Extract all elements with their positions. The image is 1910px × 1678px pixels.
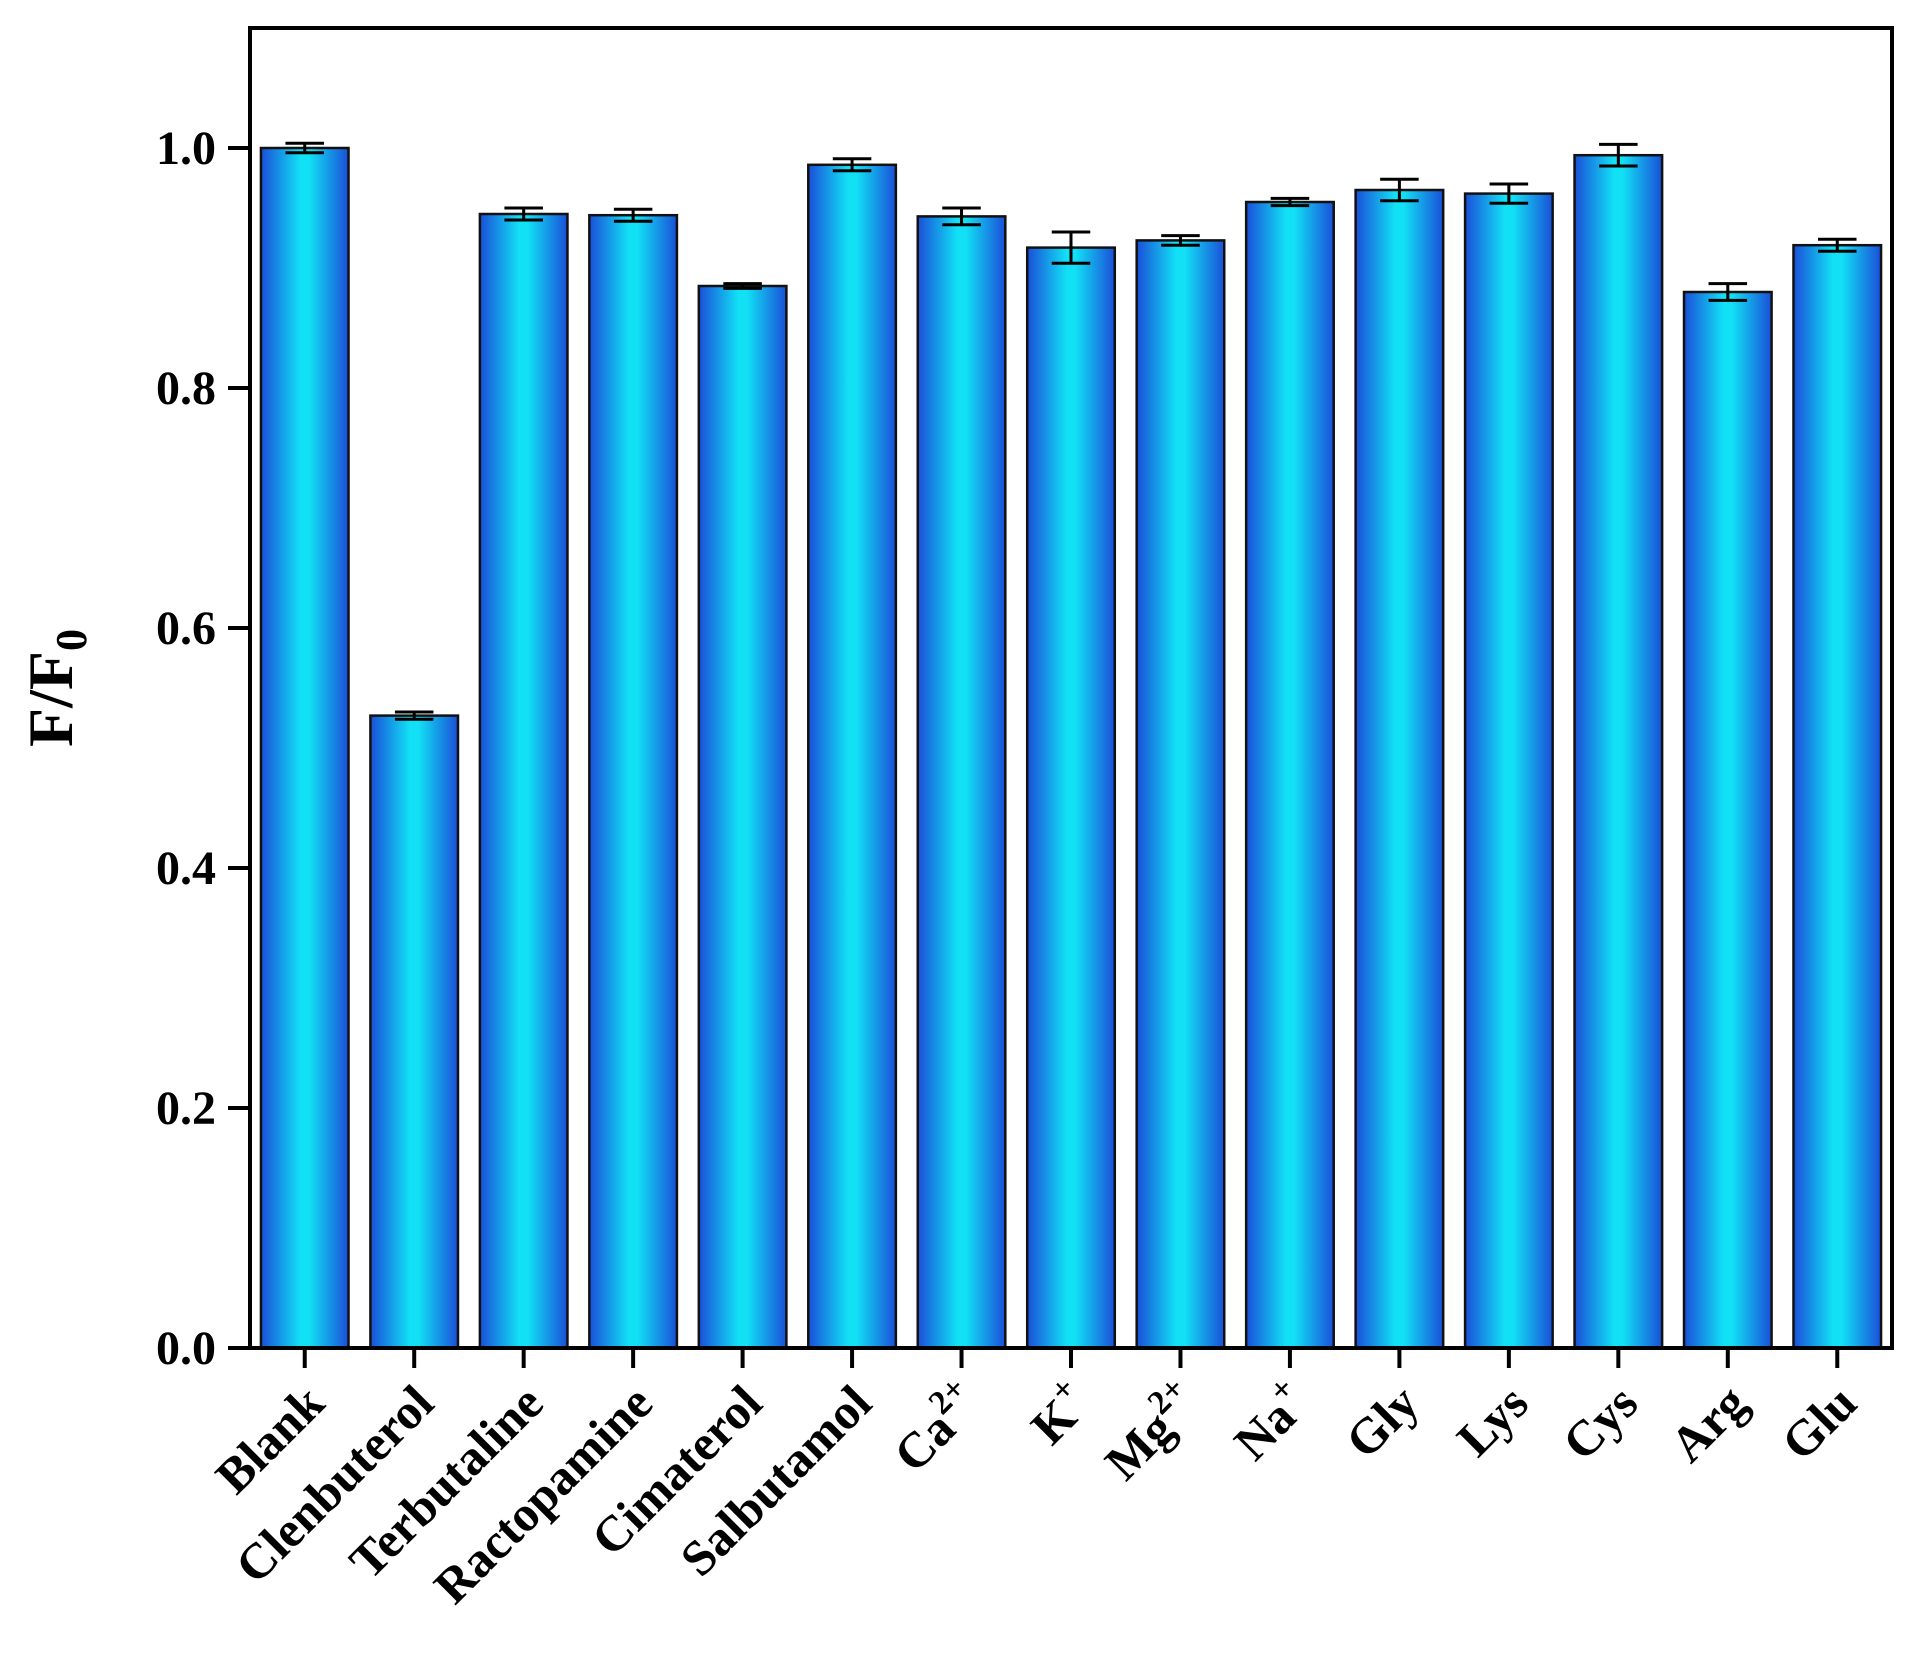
bar <box>1682 290 1773 1350</box>
y-tick-label: 0.4 <box>156 842 216 895</box>
x-tick-label-text: Lys <box>1446 1374 1539 1467</box>
y-axis-title: F/F0 <box>15 629 96 747</box>
x-tick-label: Ca2+ <box>879 1370 992 1483</box>
x-tick-label: Gly <box>1335 1374 1430 1469</box>
x-tick-label: Lys <box>1446 1374 1539 1467</box>
bar <box>1354 188 1445 1350</box>
bar <box>478 212 569 1350</box>
x-tick-label: Mg2+ <box>1090 1370 1211 1491</box>
bars-layer <box>259 146 1883 1350</box>
x-tick-label: Na+ <box>1219 1370 1320 1471</box>
bar <box>1792 243 1883 1350</box>
error-bars-layer <box>285 141 1857 721</box>
bar <box>1463 192 1554 1350</box>
x-tick-label: Cys <box>1552 1374 1649 1471</box>
y-axis-title-main: F/F <box>15 651 86 747</box>
bar <box>916 215 1007 1350</box>
x-tick-label: K+ <box>1016 1370 1101 1455</box>
y-tick-label: 1.0 <box>156 122 216 175</box>
x-tick-label-text: Glu <box>1770 1374 1867 1471</box>
x-tick-label-text: Gly <box>1335 1374 1430 1469</box>
y-tick-label: 0.6 <box>156 602 216 655</box>
bar <box>588 213 679 1350</box>
y-axis-title-subscript: 0 <box>47 629 96 651</box>
x-tick-label: Arg <box>1659 1374 1758 1473</box>
bar <box>259 146 350 1350</box>
y-tick-label: 0.0 <box>156 1322 216 1375</box>
bar <box>807 163 898 1350</box>
x-tick-label: Glu <box>1770 1374 1867 1471</box>
bar <box>1025 246 1117 1350</box>
x-tick-label-text: Cys <box>1552 1374 1649 1471</box>
bar <box>369 714 460 1350</box>
bar <box>1135 239 1226 1350</box>
bar <box>1573 153 1664 1350</box>
bar <box>697 284 788 1350</box>
y-tick-label: 0.2 <box>156 1082 216 1135</box>
bar <box>1244 200 1335 1350</box>
x-axis: BlankClenbuterolTerbutalineRactopamineCi… <box>205 1348 1867 1614</box>
x-tick-label-text: Arg <box>1659 1374 1758 1473</box>
y-axis: 0.0 0.2 0.4 0.6 0.8 1.0 <box>156 122 250 1375</box>
y-tick-label: 0.8 <box>156 362 216 415</box>
